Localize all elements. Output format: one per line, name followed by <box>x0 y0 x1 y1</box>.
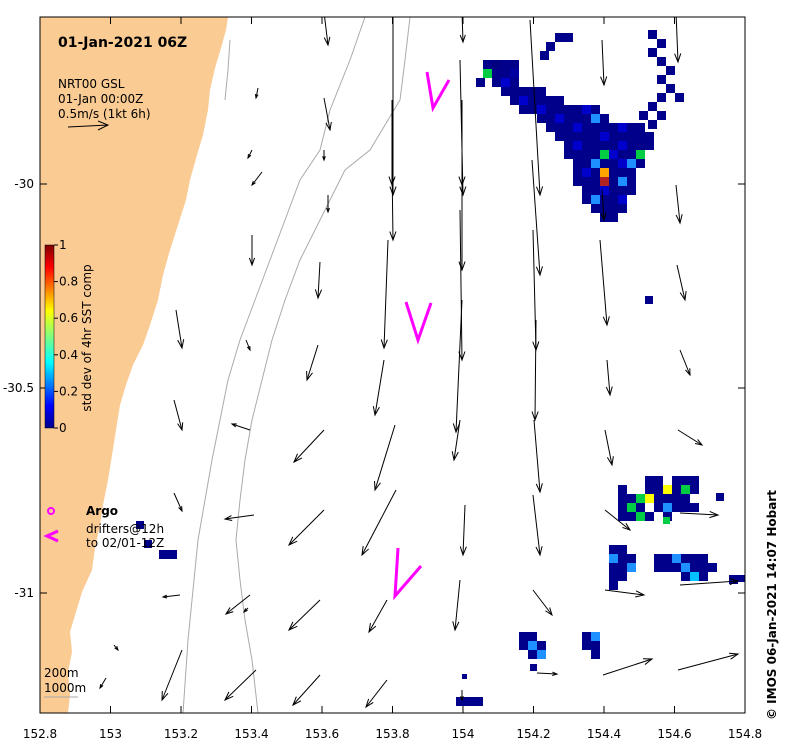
x-tick-label: 154.4 <box>587 727 621 741</box>
argo-marker-icon <box>47 507 55 515</box>
x-axis: 152.8 153 153.2 153.4 153.6 153.8 154 154.2 154.… <box>23 17 762 741</box>
x-tick-label: 154 <box>452 727 475 741</box>
bathymetry-contours <box>182 17 411 713</box>
drifter-tracks <box>393 71 451 601</box>
x-tick-label: 154.8 <box>728 727 762 741</box>
colorbar <box>44 244 55 429</box>
current-vectors <box>99 17 740 709</box>
y-tick-label: -30 <box>14 177 34 191</box>
drifters-label-2: to 02/01-12Z <box>86 536 164 550</box>
y-tick-label: -30.5 <box>3 381 34 395</box>
x-tick-label: 153.4 <box>234 727 268 741</box>
depth-200m-label: 200m <box>44 666 79 680</box>
land-mass <box>40 17 228 713</box>
colorbar-tick-label: 0.6 <box>59 311 78 325</box>
x-tick-label: 153.6 <box>305 727 339 741</box>
legend-source: NRT00 GSL <box>58 77 125 91</box>
legend-time: 01-Jan 00:00Z <box>58 92 143 106</box>
y-axis: -30 -30.5 -31 <box>3 177 745 600</box>
colorbar-tick-label: 0.4 <box>59 348 78 362</box>
x-tick-label: 152.8 <box>23 727 57 741</box>
x-tick-label: 154.2 <box>516 727 550 741</box>
colorbar-tick-label: 0 <box>59 421 67 435</box>
depth-1000m-label: 1000m <box>44 681 86 695</box>
x-tick-label: 153 <box>99 727 122 741</box>
y-tick-label: -31 <box>14 586 34 600</box>
colorbar-ticks: 1 0.8 0.6 0.4 0.2 0 <box>54 238 78 435</box>
x-tick-label: 153.2 <box>164 727 198 741</box>
argo-label: Argo <box>86 504 118 518</box>
colorbar-tick-label: 1 <box>59 238 67 252</box>
map-title: 01-Jan-2021 06Z <box>58 35 187 51</box>
x-tick-label: 154.6 <box>657 727 691 741</box>
drifters-label-1: drifters@12h <box>86 522 164 536</box>
drifter-legend-icon <box>43 529 59 543</box>
credit-text: © IMOS 06-Jan-2021 14:07 Hobart <box>765 490 779 720</box>
colorbar-tick-label: 0.8 <box>59 275 78 289</box>
sst-stddev-pixels <box>136 30 745 706</box>
x-tick-label: 153.8 <box>375 727 409 741</box>
legend-scale: 0.5m/s (1kt 6h) <box>58 107 151 121</box>
colorbar-label: std dev of 4hr SST comp <box>80 264 94 411</box>
colorbar-tick-label: 0.2 <box>59 384 78 398</box>
legend-arrow-icon <box>67 120 110 131</box>
